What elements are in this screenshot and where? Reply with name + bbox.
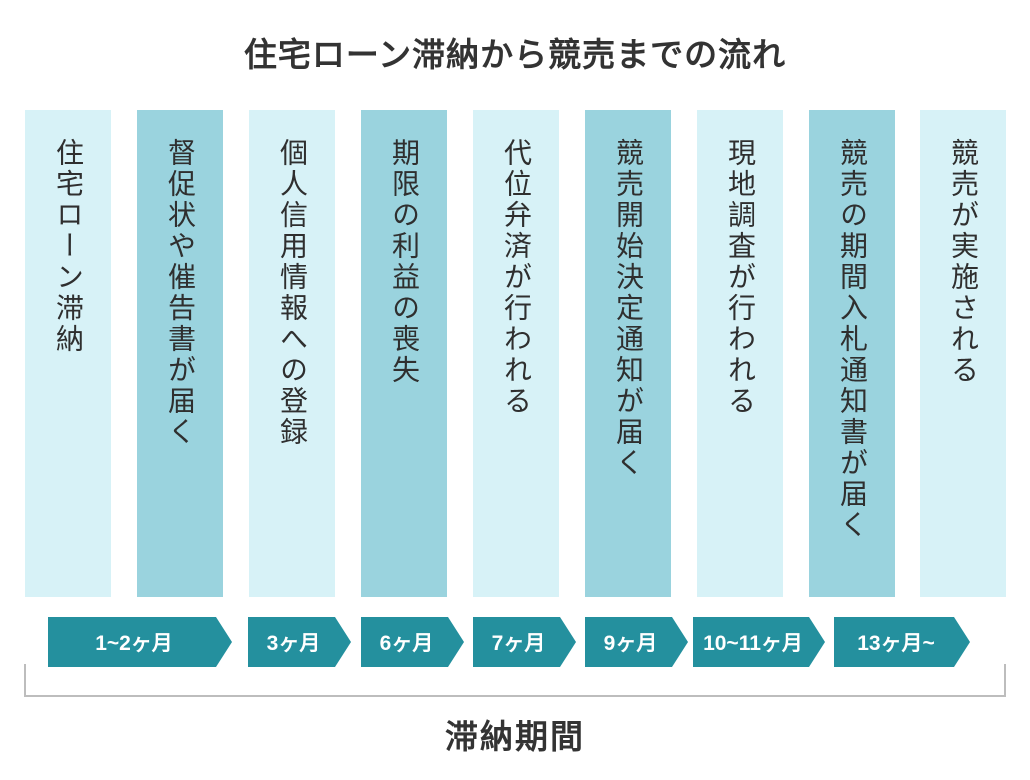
step-column-3: 個人信用情報への登録	[249, 110, 335, 597]
step-column-7: 現地調査が行われる	[697, 110, 783, 597]
step-column-5: 代位弁済が行われる	[473, 110, 559, 597]
timeline-arrow-4: 7ヶ月	[473, 617, 576, 667]
step-label-7: 現地調査が行われる	[724, 138, 757, 417]
diagram-title: 住宅ローン滞納から競売までの流れ	[243, 35, 787, 74]
timeline-label-6: 10~11ヶ月	[703, 632, 803, 655]
step-label-2: 督促状や催告書が届く	[164, 138, 197, 448]
step-label-1: 住宅ローン滞納	[52, 138, 85, 355]
timeline-arrow-1: 1~2ヶ月	[48, 617, 232, 667]
step-label-6: 競売開始決定通知が届く	[612, 138, 645, 479]
step-column-2: 督促状や催告書が届く	[137, 110, 223, 597]
step-column-4: 期限の利益の喪失	[361, 110, 447, 597]
timeline-label-4: 7ヶ月	[491, 632, 546, 655]
step-label-8: 競売の期間入札通知書が届く	[836, 138, 869, 541]
timeline-arrow-3: 6ヶ月	[361, 617, 464, 667]
period-bracket	[24, 664, 1006, 697]
step-column-6: 競売開始決定通知が届く	[585, 110, 671, 597]
step-label-4: 期限の利益の喪失	[388, 138, 421, 386]
timeline-label-7: 13ヶ月~	[857, 632, 935, 655]
step-column-8: 競売の期間入札通知書が届く	[809, 110, 895, 597]
timeline-label-1: 1~2ヶ月	[95, 632, 173, 655]
period-label: 滞納期間	[445, 717, 585, 756]
timeline-arrow-2: 3ヶ月	[248, 617, 351, 667]
timeline-label-5: 9ヶ月	[603, 632, 658, 655]
step-label-5: 代位弁済が行われる	[500, 138, 533, 417]
timeline-label-2: 3ヶ月	[266, 632, 321, 655]
step-column-1: 住宅ローン滞納	[25, 110, 111, 597]
timeline-arrow-5: 9ヶ月	[585, 617, 688, 667]
timeline-arrow-7: 13ヶ月~	[834, 617, 970, 667]
step-label-9: 競売が実施される	[947, 138, 980, 386]
step-label-3: 個人信用情報への登録	[276, 138, 309, 448]
timeline-arrow-6: 10~11ヶ月	[693, 617, 825, 667]
timeline-label-3: 6ヶ月	[379, 632, 434, 655]
step-column-9: 競売が実施される	[920, 110, 1006, 597]
